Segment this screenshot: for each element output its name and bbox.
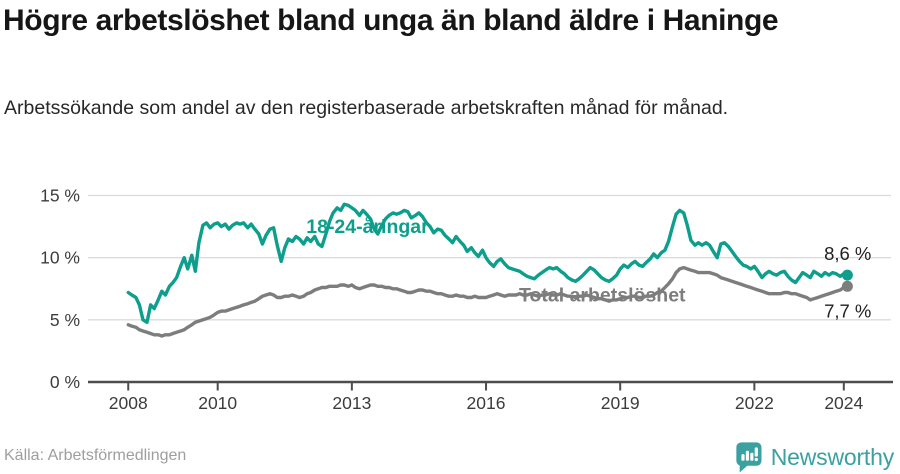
x-axis-label: 2010 [198, 393, 237, 413]
page-subtitle: Arbetssökande som andel av den registerb… [4, 97, 729, 119]
series-end-dot-0 [841, 269, 853, 281]
source-note: Källa: Arbetsförmedlingen [4, 447, 187, 464]
y-axis-label: 15 % [40, 186, 80, 206]
x-axis-label: 2019 [601, 393, 640, 413]
brand-name: Newsworthy [770, 443, 894, 470]
x-axis-label: 2008 [109, 393, 148, 413]
y-axis-label: 0 % [50, 372, 80, 392]
x-axis-label: 2024 [824, 393, 863, 413]
x-axis-label: 2016 [467, 393, 506, 413]
newsworthy-icon [733, 440, 764, 474]
series-line-1 [126, 265, 850, 338]
page-title: Högre arbetslöshet bland unga än bland ä… [3, 4, 779, 37]
end-value-label-0: 8,6 % [824, 243, 871, 264]
series-end-dot-1 [841, 280, 853, 292]
chart: 0 % 5 % 10 % 15 % 2008 2010 2013 2016 2019 2022 20… [0, 168, 900, 433]
series-label-0: 18-24-åringar [306, 215, 429, 238]
y-axis-label: 10 % [40, 248, 80, 268]
series-line-0 [126, 202, 850, 325]
y-axis-label: 5 % [50, 310, 80, 330]
x-axis-label: 2013 [332, 393, 371, 413]
end-value-label-1: 7,7 % [824, 300, 871, 321]
brand-logo: Newsworthy [733, 440, 894, 474]
series-label-1: Total arbetslöshet [519, 284, 686, 306]
x-axis-label: 2022 [735, 393, 774, 413]
chart-canvas: 0 % 5 % 10 % 15 % 2008 2010 2013 2016 2019 2022 20… [40, 186, 893, 413]
